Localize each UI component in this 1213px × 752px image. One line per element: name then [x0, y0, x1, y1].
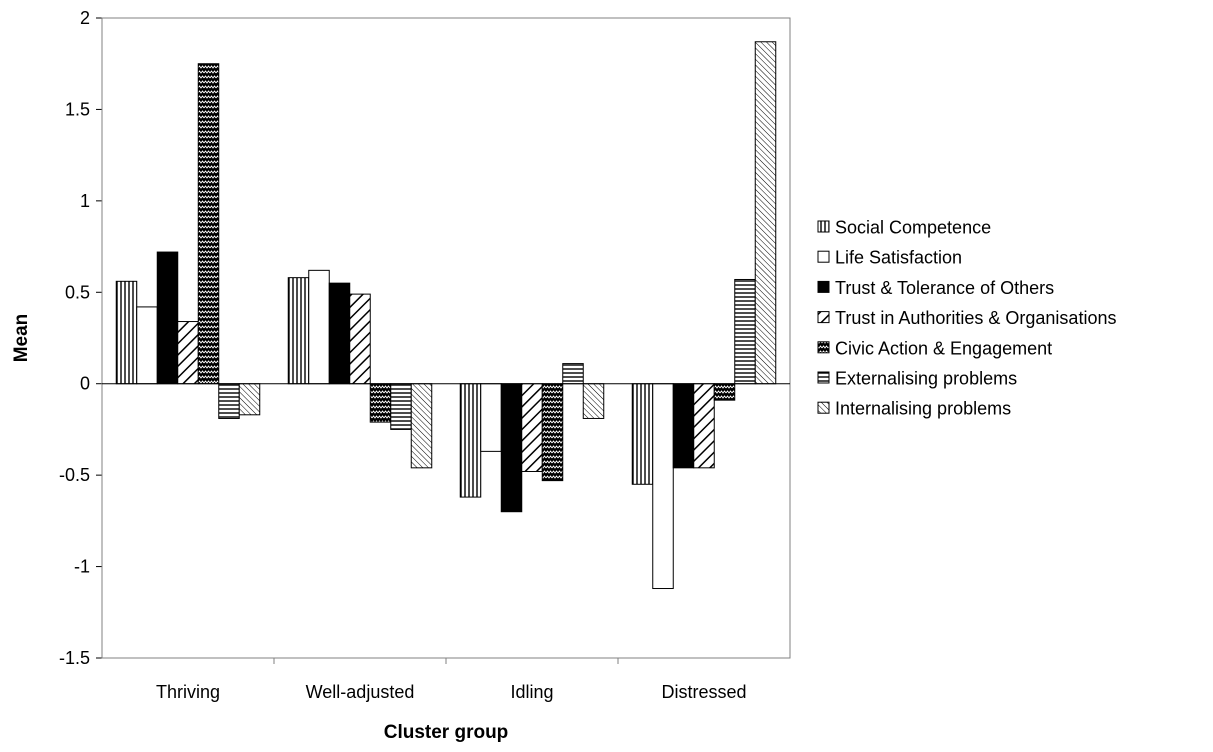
bar	[713, 383, 736, 401]
bar	[693, 383, 715, 469]
bar	[754, 41, 777, 385]
bar	[156, 251, 179, 385]
x-tick-label: Idling	[510, 682, 553, 702]
x-axis-title: Cluster group	[384, 722, 509, 743]
y-tick-label: 0.5	[65, 282, 90, 302]
bar	[410, 383, 433, 469]
legend-swatch	[817, 371, 830, 384]
bar	[177, 321, 199, 385]
legend-label: Trust in Authorities & Organisations	[835, 308, 1116, 328]
bar	[238, 383, 261, 416]
legend-swatch	[817, 341, 830, 354]
legend-label: Social Competence	[835, 218, 991, 238]
legend-swatch	[817, 250, 830, 263]
bar	[480, 383, 502, 452]
y-tick-label: 2	[80, 8, 90, 28]
bar	[136, 306, 158, 385]
legend-swatch	[817, 280, 830, 293]
legend-label: Civic Action & Engagement	[835, 338, 1052, 358]
bar	[562, 363, 584, 385]
bar	[218, 383, 240, 419]
y-tick-label: 1	[80, 191, 90, 211]
bar	[500, 383, 523, 513]
bar	[328, 282, 351, 385]
bar	[541, 383, 564, 482]
y-tick-label: -1.5	[59, 648, 90, 668]
bar	[582, 383, 605, 419]
bar	[390, 383, 412, 430]
legend-swatch	[817, 311, 830, 324]
bars	[115, 41, 777, 590]
bar	[369, 383, 392, 423]
bar	[459, 383, 482, 498]
bar	[521, 383, 543, 472]
legend-label: Externalising problems	[835, 369, 1017, 389]
bar	[652, 383, 674, 590]
bar	[197, 63, 220, 385]
y-tick-label: -0.5	[59, 465, 90, 485]
bar	[115, 280, 138, 385]
bar	[349, 293, 371, 385]
bar	[287, 277, 310, 385]
bar	[631, 383, 654, 485]
x-tick-label: Thriving	[156, 682, 220, 702]
x-tick-label: Distressed	[661, 682, 746, 702]
bar	[672, 383, 695, 469]
y-axis-ticks: -1.5 -1 -0.5 0 0.5 1 1.5 2	[59, 8, 102, 668]
legend-swatch	[817, 220, 830, 233]
x-tick-label: Well-adjusted	[306, 682, 415, 702]
legend-label: Life Satisfaction	[835, 248, 962, 268]
y-tick-label: 1.5	[65, 99, 90, 119]
y-axis-title: Mean	[11, 314, 32, 363]
y-tick-label: 0	[80, 374, 90, 394]
x-axis-labels: Thriving Well-adjusted Idling Distressed	[156, 658, 747, 702]
legend-label: Internalising problems	[835, 399, 1011, 419]
bar	[308, 269, 330, 385]
bar	[734, 278, 756, 385]
legend-swatch	[817, 401, 830, 414]
legend: Social Competence Life Satisfaction Trust …	[817, 218, 1116, 419]
legend-label: Trust & Tolerance of Others	[835, 278, 1054, 298]
y-tick-label: -1	[74, 557, 90, 577]
